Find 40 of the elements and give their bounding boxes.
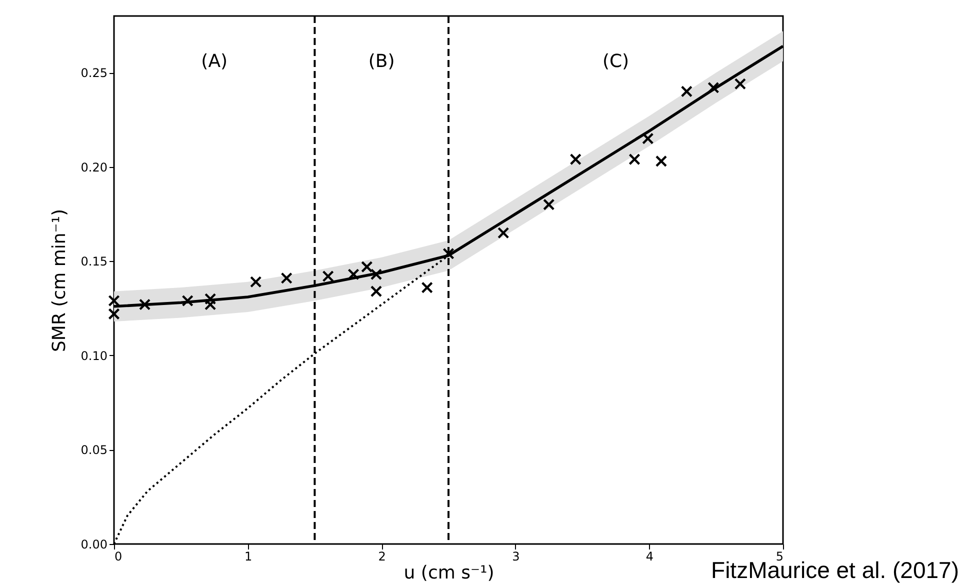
- annotation: (B): [368, 51, 395, 72]
- point: [361, 260, 373, 273]
- point: [108, 294, 120, 307]
- point: [370, 268, 382, 280]
- point: [734, 78, 746, 90]
- point: [280, 272, 292, 284]
- point: [204, 293, 216, 305]
- point: [421, 282, 433, 294]
- point: [348, 268, 360, 280]
- y-tick-label: 0.05: [80, 443, 108, 458]
- point: [543, 198, 555, 210]
- point: [442, 248, 454, 260]
- point: [250, 276, 262, 288]
- point: [182, 294, 194, 307]
- x-axis-title: u (cm s⁻¹): [404, 562, 494, 584]
- x-tick-label: 4: [646, 550, 654, 564]
- annotation: (A): [201, 51, 228, 72]
- point: [642, 132, 654, 144]
- y-tick-label: 0.10: [80, 348, 108, 363]
- y-tick-label: 0.15: [80, 254, 108, 269]
- point: [628, 153, 640, 166]
- point: [680, 86, 693, 98]
- annotation: (C): [602, 51, 630, 72]
- point: [498, 227, 510, 239]
- x-tick-label: 2: [378, 550, 386, 564]
- x-tick-label: 3: [512, 550, 520, 564]
- x-tick-label: 0: [114, 550, 122, 564]
- point: [138, 298, 151, 310]
- point: [655, 155, 668, 168]
- point: [708, 82, 720, 94]
- point: [322, 270, 334, 282]
- point: [370, 285, 382, 298]
- point: [570, 153, 582, 166]
- x-tick-label: 1: [244, 550, 252, 564]
- y-axis-title: SMR (cm min⁻¹): [48, 208, 70, 352]
- point: [204, 298, 216, 310]
- y-tick-label: 0.00: [80, 538, 108, 552]
- point: [108, 308, 120, 320]
- y-tick-label: 0.25: [80, 66, 108, 80]
- y-tick-label: 0.20: [80, 160, 108, 174]
